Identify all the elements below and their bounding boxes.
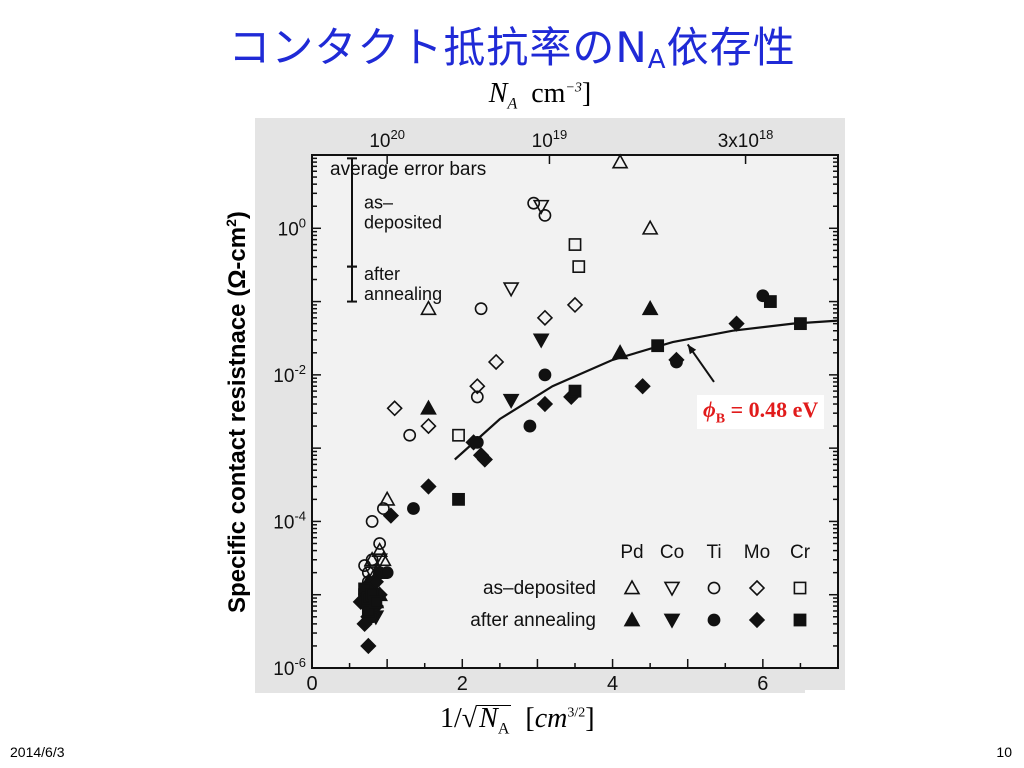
x-tick-label: 4 xyxy=(607,673,618,695)
data-point-cr xyxy=(763,295,777,308)
data-point-ti xyxy=(376,502,390,515)
data-point-mo xyxy=(360,637,377,655)
data-point-cr xyxy=(651,339,665,353)
data-point-ti xyxy=(380,566,394,580)
data-point-mo xyxy=(536,395,554,413)
data-point-mo xyxy=(566,296,584,314)
legend-marker xyxy=(793,613,807,627)
legend-header: Cr xyxy=(790,542,811,563)
y-tick-label: 10-6 xyxy=(273,655,306,680)
page-number: 10 xyxy=(996,744,1012,760)
top-tick-label: 3x1018 xyxy=(718,127,774,152)
barrier-height-label: ϕB = 0.48 eV xyxy=(697,395,825,430)
data-point-ti xyxy=(538,368,552,382)
x-tick-label: 0 xyxy=(306,673,317,695)
legend-header: Mo xyxy=(744,542,770,563)
data-point-pd xyxy=(641,300,659,316)
error-bar-label: annealing xyxy=(364,284,442,304)
data-point-cr xyxy=(568,384,582,398)
data-point-cr xyxy=(369,595,383,609)
data-point-mo xyxy=(469,378,486,395)
data-point-pd xyxy=(611,153,629,169)
data-point-mo xyxy=(420,478,437,495)
legend-header: Co xyxy=(660,542,684,563)
y-tick-label: 10-4 xyxy=(273,508,306,533)
legend-header: Ti xyxy=(706,542,721,563)
data-point-pd xyxy=(375,551,392,567)
legend-header: Pd xyxy=(620,542,643,563)
data-point-mo xyxy=(487,353,505,371)
legend-row-label: after annealing xyxy=(470,610,596,631)
data-point-ti xyxy=(523,419,537,433)
legend-marker xyxy=(707,613,721,627)
data-point-cr xyxy=(794,317,807,331)
data-point-mo xyxy=(634,378,651,395)
data-point-mo xyxy=(420,417,437,435)
data-point-ti xyxy=(365,553,379,567)
y-tick-label: 10-2 xyxy=(273,362,306,387)
data-point-ti xyxy=(373,537,387,550)
data-point-ti xyxy=(538,208,552,222)
data-point-co xyxy=(532,333,550,349)
footer-date: 2014/6/3 xyxy=(10,744,65,760)
error-bars-title: average error bars xyxy=(330,159,486,180)
legend-marker xyxy=(663,613,681,629)
legend-marker xyxy=(623,579,641,595)
data-point-ti xyxy=(474,302,488,316)
data-point-cr xyxy=(572,260,586,274)
top-axis-label: NA cm−3] xyxy=(488,78,592,113)
data-point-mo xyxy=(382,507,400,524)
data-point-pd xyxy=(420,300,437,316)
error-bar-label: as– xyxy=(364,192,393,212)
data-point-mo xyxy=(465,434,482,451)
data-point-mo xyxy=(728,315,745,332)
slide-title: コンタクト抵抗率のNA依存性 xyxy=(228,23,796,75)
data-point-cr xyxy=(361,604,375,618)
x-tick-label: 6 xyxy=(757,673,768,695)
data-point-cr xyxy=(452,492,465,506)
data-point-mo xyxy=(386,400,403,417)
data-point-ti xyxy=(527,196,541,210)
data-point-mo xyxy=(536,309,554,326)
scan-edge xyxy=(805,690,850,700)
legend-marker xyxy=(623,611,641,627)
data-point-pd xyxy=(420,399,437,415)
data-point-pd xyxy=(641,219,659,235)
top-tick-label: 1019 xyxy=(532,127,568,152)
data-point-co xyxy=(502,393,520,409)
data-point-mo xyxy=(668,351,685,369)
data-point-cr xyxy=(452,428,465,442)
legend-marker xyxy=(748,611,766,629)
legend-marker xyxy=(707,581,721,595)
fit-arrow-head xyxy=(687,344,697,355)
data-point-co xyxy=(371,553,388,569)
data-point-co xyxy=(502,282,520,298)
bottom-axis-label: 1/√NA [cm3/2] xyxy=(440,703,680,743)
error-bar-label: after xyxy=(364,264,400,284)
fit-curve xyxy=(454,319,839,461)
data-point-pd xyxy=(371,541,388,557)
legend-marker xyxy=(663,581,681,597)
data-point-ti xyxy=(403,428,417,442)
y-tick-label: 100 xyxy=(278,215,306,240)
data-point-ti xyxy=(470,390,484,404)
data-point-ti xyxy=(407,502,420,515)
data-point-cr xyxy=(568,238,582,251)
error-bar-label: deposited xyxy=(364,212,442,232)
data-point-mo xyxy=(476,451,493,468)
legend-marker xyxy=(748,579,766,597)
data-point-pd xyxy=(611,344,629,360)
legend-marker xyxy=(793,581,807,595)
top-tick-label: 1020 xyxy=(369,127,405,152)
x-tick-label: 2 xyxy=(457,673,468,695)
data-point-ti xyxy=(365,515,379,528)
legend-row-label: as–deposited xyxy=(483,578,596,599)
